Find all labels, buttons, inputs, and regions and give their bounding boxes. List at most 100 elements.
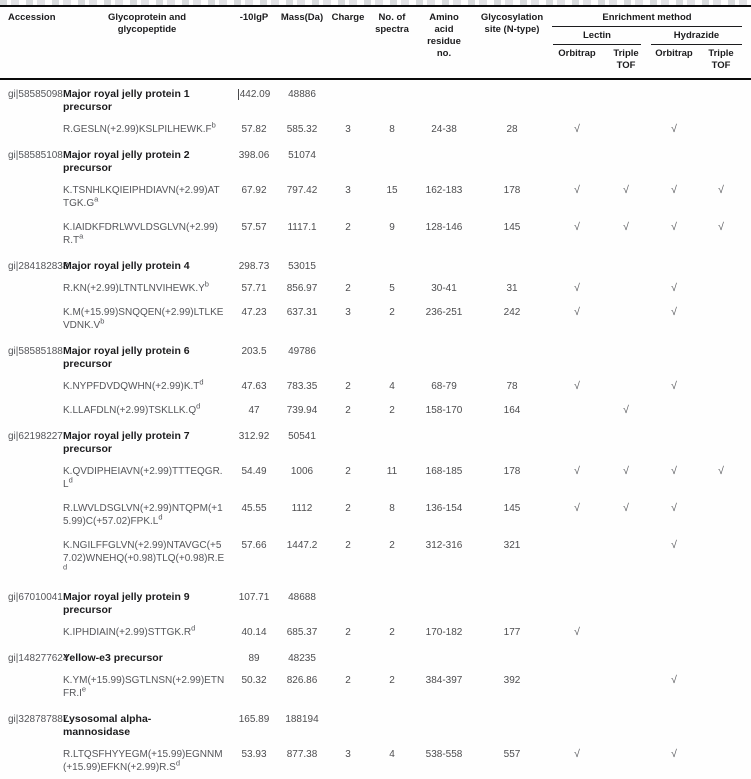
protein-row: gi|284182838 Major royal jelly protein 4… xyxy=(0,252,751,276)
hydrazide-triple-tof-checkmark-cell: √ xyxy=(718,465,724,477)
peptide-sequence: K.M(+15.99)SNQQEN(+2.99)LTLKEVDNK.V xyxy=(63,307,224,331)
glycosylation-site-cell: 321 xyxy=(503,540,521,551)
protein-name-cell: Lysosomal alpha-mannosidase xyxy=(63,713,152,738)
peptide-footnote-superscript: d xyxy=(175,758,180,768)
lgp-value: 54.49 xyxy=(241,466,267,477)
protein-name-cell: Yellow-e3 precursor xyxy=(63,652,163,664)
col-header-lectin-orbitrap: Orbitrap xyxy=(558,48,596,59)
accession-cell: gi|148277624 xyxy=(8,653,69,664)
charge-cell: 2 xyxy=(345,222,351,233)
protein-row: gi|58585108 Major royal jelly protein 2 … xyxy=(0,141,751,178)
lgp-value: 67.92 xyxy=(241,185,267,196)
peptide-row: R.LTQSFHYYEGM(+15.99)EGNNM(+15.99)EFKN(+… xyxy=(0,742,751,779)
residue-cell: 68-79 xyxy=(431,381,457,392)
col-header-spectra: No. of spectra xyxy=(375,12,409,35)
charge-cell: 2 xyxy=(345,675,351,686)
lgp-value: 40.14 xyxy=(241,627,267,638)
accession-cell: gi|58585098 xyxy=(8,89,63,100)
lgp-cell: 89 xyxy=(231,652,277,665)
lgp-cell: 107.71 xyxy=(231,591,277,604)
lectin-orbitrap-checkmark-cell: √ xyxy=(574,465,580,477)
spectra-cell: 4 xyxy=(389,381,395,392)
peptide-footnote-superscript: a xyxy=(94,194,99,204)
charge-cell: 2 xyxy=(345,540,351,551)
lgp-value: 57.57 xyxy=(241,222,267,233)
peptide-row: K.IAIDKFDRLWVLDSGLVN(+2.99)R.Ta 57.57 11… xyxy=(0,215,751,252)
glycosylation-site-cell: 178 xyxy=(503,466,521,477)
lectin-orbitrap-checkmark-cell: √ xyxy=(574,123,580,135)
peptide-sequence: K.QVDIPHEIAVN(+2.99)TTTEQGR.L xyxy=(63,466,223,490)
lectin-triple-tof-checkmark-cell: √ xyxy=(623,502,629,514)
peptide-sequence: R.KN(+2.99)LTNTLNVIHEWK.Y xyxy=(63,283,205,294)
charge-cell: 2 xyxy=(345,503,351,514)
mass-cell: 1117.1 xyxy=(287,222,317,233)
peptide-footnote-superscript: d xyxy=(191,623,196,633)
col-header-accession: Accession xyxy=(8,12,56,23)
spectra-cell: 5 xyxy=(389,283,395,294)
protein-row: gi|58585098 Major royal jelly protein 1 … xyxy=(0,80,751,117)
lgp-value: 398.06 xyxy=(238,150,270,161)
lgp-cell: 57.57 xyxy=(231,221,277,234)
protein-row: gi|67010041 Major royal jelly protein 9 … xyxy=(0,583,751,620)
lgp-value: 47.23 xyxy=(241,307,267,318)
col-header-lectin-triple-tof: Triple TOF xyxy=(613,48,639,71)
hydrazide-orbitrap-checkmark-cell: √ xyxy=(671,221,677,233)
charge-cell: 2 xyxy=(345,627,351,638)
spectra-cell: 11 xyxy=(386,466,398,477)
col-header-glycoprotein: Glycoprotein and glycopeptide xyxy=(63,12,231,72)
lectin-orbitrap-checkmark-cell: √ xyxy=(574,748,580,760)
glycopeptide-cell: K.IPHDIAIN(+2.99)STTGK.Rd xyxy=(63,623,231,639)
residue-cell: 168-185 xyxy=(425,466,463,477)
lgp-cell: 312.92 xyxy=(231,430,277,443)
peptide-footnote-superscript: a xyxy=(79,231,84,241)
lgp-cell: 442.09 xyxy=(231,88,277,101)
lgp-value: 203.5 xyxy=(241,346,267,357)
protein-row: gi|58585188 Major royal jelly protein 6 … xyxy=(0,337,751,374)
glycosylation-site-cell: 164 xyxy=(503,405,521,416)
charge-cell: 2 xyxy=(345,466,351,477)
glycopeptide-cell: K.QVDIPHEIAVN(+2.99)TTTEQGR.Ld xyxy=(63,465,231,491)
col-header-hydrazide-triple-tof: Triple TOF xyxy=(708,48,734,71)
protein-name-cell: Major royal jelly protein 1 precursor xyxy=(63,88,190,113)
lgp-value: 165.89 xyxy=(238,714,270,725)
mass-cell: 53015 xyxy=(288,261,316,272)
protein-name-cell: Major royal jelly protein 2 precursor xyxy=(63,149,190,174)
peptide-footnote-superscript: b xyxy=(211,120,216,130)
residue-cell: 24-38 xyxy=(431,124,457,135)
hydrazide-orbitrap-checkmark-cell: √ xyxy=(671,748,677,760)
charge-cell: 3 xyxy=(345,307,351,318)
peptide-sequence: K.YM(+15.99)SGTLNSN(+2.99)ETNFR.I xyxy=(63,675,225,699)
residue-cell: 136-154 xyxy=(425,503,463,514)
peptide-row: R.GESLN(+2.99)KSLPILHEWK.Fb 57.82 585.32… xyxy=(0,117,751,141)
lgp-cell: 203.5 xyxy=(231,345,277,358)
mass-cell: 48688 xyxy=(288,592,316,603)
peptide-footnote-superscript: d xyxy=(63,562,68,572)
residue-cell: 128-146 xyxy=(425,222,463,233)
hydrazide-orbitrap-checkmark-cell: √ xyxy=(671,282,677,294)
peptide-sequence: R.LTQSFHYYEGM(+15.99)EGNNM(+15.99)EFKN(+… xyxy=(63,749,223,773)
mass-cell: 877.38 xyxy=(286,749,318,760)
spectra-cell: 8 xyxy=(389,503,395,514)
spectra-cell: 2 xyxy=(389,540,395,551)
mass-cell: 1447.2 xyxy=(286,540,318,551)
glycopeptide-cell: K.YM(+15.99)SGTLNSN(+2.99)ETNFR.Ie xyxy=(63,674,231,700)
spectra-cell: 15 xyxy=(386,185,398,196)
peptide-sequence: K.NYPFDVDQWHN(+2.99)K.T xyxy=(63,381,200,392)
mass-cell: 1006 xyxy=(290,466,314,477)
lectin-triple-tof-checkmark-cell: √ xyxy=(623,404,629,416)
lgp-cell: 47.63 xyxy=(231,380,277,393)
protein-row: gi|328787887 Lysosomal alpha-mannosidase… xyxy=(0,705,751,742)
spectra-cell: 8 xyxy=(389,124,395,135)
col-header-mass: Mass(Da) xyxy=(280,12,324,23)
lgp-cell: 67.92 xyxy=(231,184,277,197)
mass-cell: 856.97 xyxy=(286,283,318,294)
residue-cell: 538-558 xyxy=(425,749,463,760)
peptide-footnote-superscript: d xyxy=(68,475,73,485)
lectin-triple-tof-checkmark-cell: √ xyxy=(623,184,629,196)
hydrazide-orbitrap-checkmark-cell: √ xyxy=(671,184,677,196)
glycopeptide-cell: R.KN(+2.99)LTNTLNVIHEWK.Yb xyxy=(63,280,231,295)
charge-cell: 2 xyxy=(345,405,351,416)
peptide-row: K.TSNHLKQIEIPHDIAVN(+2.99)ATTGK.Ga 67.92… xyxy=(0,178,751,215)
residue-cell: 312-316 xyxy=(425,540,463,551)
hydrazide-orbitrap-checkmark-cell: √ xyxy=(671,306,677,318)
